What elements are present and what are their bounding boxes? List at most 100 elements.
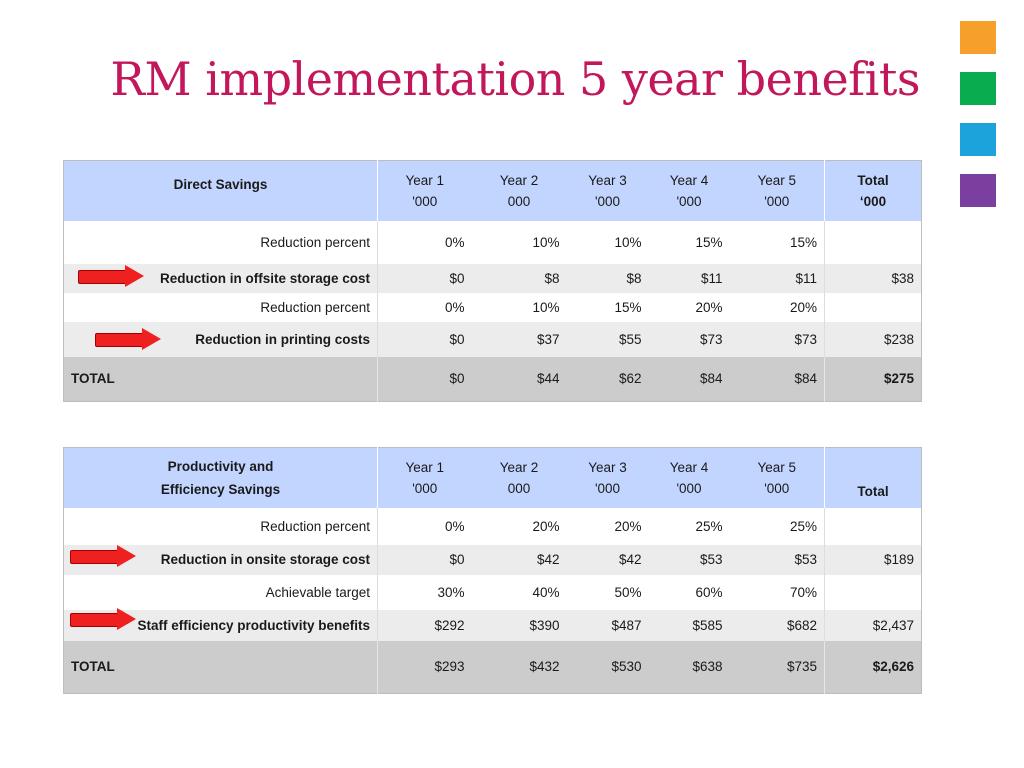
cell-year-5: 70% [729,574,825,610]
cell-year-3: 15% [566,292,649,322]
productivity-savings-table: Productivity and Efficiency Savings Year … [63,447,922,694]
total-row: TOTAL $0 $44 $62 $84 $84 $275 [63,356,922,402]
cell-year-4: 20% [648,292,730,322]
cell-year-4: 25% [648,507,730,545]
total-year-1: $293 [377,640,472,694]
total-year-4: $84 [648,356,730,402]
cell-year-4: $73 [648,321,730,357]
header-label: Productivity and Efficiency Savings [63,447,378,508]
total-label: TOTAL [63,356,378,402]
cell-year-3: 10% [566,220,649,264]
total-row: TOTAL $293 $432 $530 $638 $735 $2,626 [63,640,922,694]
table-row: Reduction percent 0% 20% 20% 25% 25% [63,507,922,545]
header-total: Total [824,447,922,508]
grand-total: $275 [824,356,922,402]
row-label: Reduction in offsite storage cost [63,263,378,293]
header-label: Direct Savings [63,160,378,221]
cell-year-5: 15% [729,220,825,264]
cell-year-5: $73 [729,321,825,357]
header-year-5: Year 5'000 [729,160,825,221]
header-year-4: Year 4'000 [648,447,730,508]
cell-year-3: $487 [566,609,649,641]
cell-year-1: 0% [377,292,472,322]
cell-year-2: 20% [471,507,567,545]
red-arrow-icon [70,608,136,630]
cell-year-3: $42 [566,544,649,575]
table-row: Reduction percent 0% 10% 15% 20% 20% [63,292,922,322]
row-label: Achievable target [63,574,378,610]
total-year-2: $432 [471,640,567,694]
cell-year-3: $8 [566,263,649,293]
cell-year-2: $8 [471,263,567,293]
header-year-2: Year 2 000 [471,447,567,508]
grand-total: $2,626 [824,640,922,694]
cell-year-2: 10% [471,292,567,322]
red-arrow-icon [78,265,144,287]
cell-year-4: 60% [648,574,730,610]
slide-title: RM implementation 5 year benefits [110,52,920,106]
cell-year-2: 40% [471,574,567,610]
blue-square-decoration [960,123,996,156]
cell-year-4: $53 [648,544,730,575]
cell-total: $238 [824,321,922,357]
row-label: Reduction percent [63,220,378,264]
cell-total [824,220,922,264]
cell-total [824,574,922,610]
total-year-5: $84 [729,356,825,402]
cell-total [824,507,922,545]
header-year-4: Year 4'000 [648,160,730,221]
row-label: Reduction percent [63,292,378,322]
red-arrow-icon [70,545,136,567]
direct-savings-table: Direct Savings Year 1'000 Year 2 000 Year… [63,160,922,402]
cell-year-4: $585 [648,609,730,641]
cell-year-2: $37 [471,321,567,357]
cell-total: $189 [824,544,922,575]
cell-year-1: 0% [377,507,472,545]
table-header-row: Productivity and Efficiency Savings Year … [63,447,922,508]
cell-total [824,292,922,322]
orange-square-decoration [960,21,996,54]
cell-year-2: $42 [471,544,567,575]
cell-total: $2,437 [824,609,922,641]
cell-year-2: 10% [471,220,567,264]
red-arrow-icon [95,328,161,350]
cell-year-5: 20% [729,292,825,322]
cell-year-5: $682 [729,609,825,641]
cell-year-1: $292 [377,609,472,641]
cell-year-5: $53 [729,544,825,575]
green-square-decoration [960,72,996,105]
header-year-5: Year 5'000 [729,447,825,508]
total-year-2: $44 [471,356,567,402]
cell-year-3: 50% [566,574,649,610]
total-year-3: $530 [566,640,649,694]
table-row: Achievable target 30% 40% 50% 60% 70% [63,574,922,610]
table-header-row: Direct Savings Year 1'000 Year 2 000 Year… [63,160,922,221]
header-year-2: Year 2 000 [471,160,567,221]
cell-year-1: $0 [377,321,472,357]
cell-year-4: $11 [648,263,730,293]
header-year-3: Year 3'000 [566,447,649,508]
purple-square-decoration [960,174,996,207]
cell-year-1: $0 [377,263,472,293]
table-row: Staff efficiency productivity benefits $… [63,609,922,641]
cell-year-5: 25% [729,507,825,545]
cell-year-3: $55 [566,321,649,357]
row-label: Reduction percent [63,507,378,545]
total-year-4: $638 [648,640,730,694]
header-year-1: Year 1'000 [377,160,472,221]
header-year-3: Year 3'000 [566,160,649,221]
table-row: Reduction percent 0% 10% 10% 15% 15% [63,220,922,264]
table-row: Reduction in offsite storage cost $0 $8 … [63,263,922,293]
total-year-5: $735 [729,640,825,694]
cell-year-3: 20% [566,507,649,545]
table-row: Reduction in printing costs $0 $37 $55 $… [63,321,922,357]
cell-year-5: $11 [729,263,825,293]
cell-year-1: $0 [377,544,472,575]
cell-year-2: $390 [471,609,567,641]
cell-year-1: 0% [377,220,472,264]
table-row: Reduction in onsite storage cost $0 $42 … [63,544,922,575]
total-year-1: $0 [377,356,472,402]
header-year-1: Year 1'000 [377,447,472,508]
header-total: Total ‘000 [824,160,922,221]
cell-year-1: 30% [377,574,472,610]
